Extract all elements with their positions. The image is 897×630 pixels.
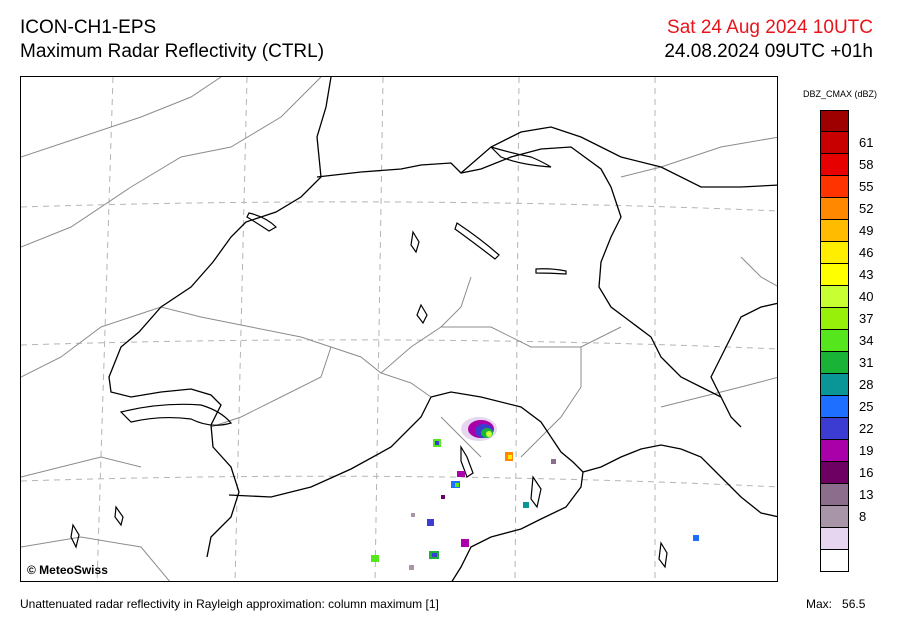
legend-swatch: [820, 220, 849, 242]
run-time: 24.08.2024 09UTC +01h: [664, 41, 873, 62]
footer-description: Unattenuated radar reflectivity in Rayle…: [20, 597, 439, 611]
lake-garda: [658, 541, 668, 569]
title-block: ICON-CH1-EPS Maximum Radar Reflectivity …: [20, 16, 324, 64]
legend-label: 25: [859, 399, 874, 414]
max-label: Max:: [806, 597, 833, 611]
legend-swatch: [820, 110, 849, 132]
model-name: ICON-CH1-EPS: [20, 17, 157, 38]
lake-constance: [490, 146, 552, 168]
lakes: [70, 146, 668, 569]
legend-label: 52: [859, 201, 874, 216]
legend-swatch: [820, 286, 849, 308]
legend-label: 61: [859, 135, 874, 150]
legend-swatch: [820, 506, 849, 528]
legend-swatch: [820, 462, 849, 484]
max-value: 56.5: [842, 597, 866, 611]
legend-label: 31: [859, 355, 874, 370]
lake-maggiore: [460, 444, 474, 478]
valid-time: Sat 24 Aug 2024 10UTC: [667, 17, 873, 38]
legend-label: 8: [859, 509, 867, 524]
legend-swatch: [820, 308, 849, 330]
footer-max: Max: 56.5: [806, 597, 865, 611]
legend-swatch: [820, 352, 849, 374]
radar-echoes: [371, 417, 699, 570]
legend-label: 43: [859, 267, 874, 282]
lake-como: [530, 475, 542, 509]
legend-swatch: [820, 418, 849, 440]
country-border: [108, 77, 777, 581]
map-canvas: [21, 77, 777, 581]
legend-label: 19: [859, 443, 874, 458]
legend-swatch: [820, 396, 849, 418]
graticule: [21, 77, 777, 581]
legend-label: 22: [859, 421, 874, 436]
time-block: Sat 24 Aug 2024 10UTC 24.08.2024 09UTC +…: [664, 16, 873, 64]
map-panel: © MeteoSwiss: [20, 76, 778, 582]
legend-swatch: [820, 330, 849, 352]
legend-label: 13: [859, 487, 874, 502]
copyright-label: © MeteoSwiss: [27, 563, 108, 577]
legend-swatch: [820, 132, 849, 154]
legend-title: DBZ_CMAX (dBZ): [803, 89, 878, 99]
legend-label: 40: [859, 289, 874, 304]
admin-boundaries: [21, 77, 777, 581]
legend-label: 46: [859, 245, 874, 260]
legend-swatch: [820, 264, 849, 286]
legend-swatch: [820, 550, 849, 572]
legend-label: 49: [859, 223, 874, 238]
legend-swatch: [820, 198, 849, 220]
legend-swatch: [820, 374, 849, 396]
legend-label: 55: [859, 179, 874, 194]
lake-lucerne: [454, 222, 500, 260]
legend-swatch: [820, 154, 849, 176]
legend-label: 16: [859, 465, 874, 480]
field-name: Maximum Radar Reflectivity (CTRL): [20, 41, 325, 62]
legend-label: 28: [859, 377, 874, 392]
legend-label: 34: [859, 333, 874, 348]
legend-label: 58: [859, 157, 874, 172]
lake-geneva: [119, 403, 233, 426]
legend-label: 37: [859, 311, 874, 326]
lake-zurich-small: [535, 268, 567, 275]
lake-neuchatel: [246, 212, 277, 232]
legend-swatch: [820, 440, 849, 462]
legend-swatch: [820, 528, 849, 550]
legend-swatch: [820, 176, 849, 198]
legend-swatch: [820, 242, 849, 264]
legend-swatch: [820, 484, 849, 506]
